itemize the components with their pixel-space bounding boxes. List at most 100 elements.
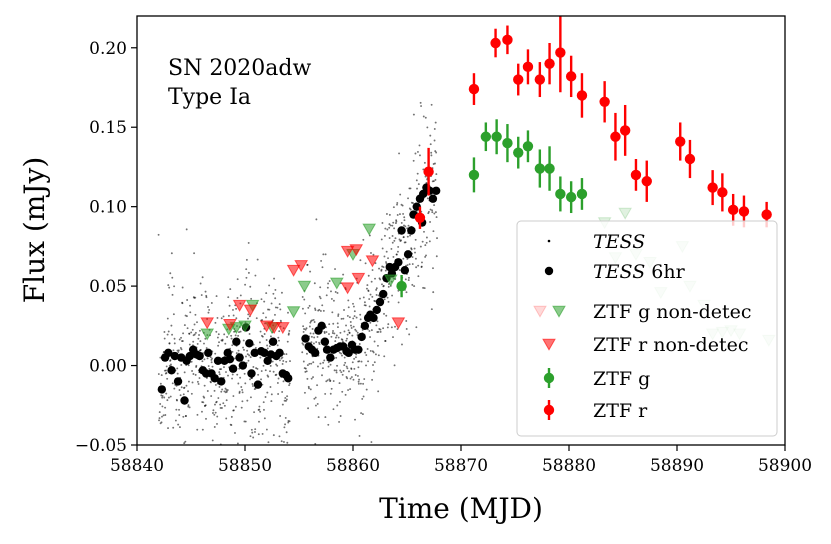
tess-point [308,304,311,307]
x-tick-label: 58850 [218,456,272,476]
tess-point [363,378,366,380]
tess-point [398,269,401,272]
tess-point [274,306,277,309]
tess-point [341,354,343,357]
tess-point [337,315,340,317]
ztf-r-point [555,47,566,58]
tess-point [419,245,422,248]
tess-point [203,358,206,361]
tess-point [398,238,401,241]
tess-point [159,356,162,359]
tess-point [417,275,420,278]
tess-6hr-point [400,266,410,275]
tess-point [426,197,429,200]
tess-point [409,234,412,237]
tess-point [343,330,346,333]
tess-point [310,377,313,380]
tess-point [157,233,160,236]
tess-6hr-point [403,250,413,259]
tess-point [346,314,349,317]
ztf-g-point [565,191,577,203]
tess-point [309,388,312,391]
legend-marker-tess [547,239,551,243]
ztf-r-point [599,96,610,108]
tess-point [315,218,318,221]
tess-point [336,292,339,294]
tess-point [236,297,239,299]
tess-point [215,400,218,403]
tess-point [352,317,355,320]
tess-point [227,296,230,299]
ztf-r-nondetec-point [286,264,301,277]
tess-point [407,279,410,282]
tess-point [263,408,265,411]
tess-point [278,339,280,342]
tess-6hr-point [167,366,176,375]
tess-point [276,451,278,453]
tess-point [263,333,266,335]
tess-point [183,324,186,327]
tess-6hr-point [195,351,204,361]
tess-point [337,313,340,316]
tess-point [306,263,309,266]
tess-point [277,377,280,380]
tess-point [262,312,265,315]
tess-point [301,296,304,298]
tess-6hr-point [228,364,238,373]
ztf-r-point [565,71,577,82]
tess-point [357,382,360,385]
tess-point [327,365,330,368]
tess-point [346,333,349,336]
tess-6hr-point [235,353,244,362]
tess-point [392,206,395,209]
tess-point [236,373,239,376]
tess-point [355,353,358,356]
tess-point [364,351,367,354]
tess-point [348,332,351,334]
tess-point [391,224,394,227]
tess-point [399,213,401,216]
tess-point [407,224,410,227]
tess-point [401,204,404,207]
tess-point [246,349,249,352]
ztf-r-point [707,182,718,193]
tess-point [345,337,348,340]
tess-point [286,395,289,398]
tess-point [232,395,235,397]
tess-point [247,241,250,244]
tess-point [327,282,330,285]
tess-point [332,408,335,411]
tess-point [225,371,227,373]
tess-point [210,302,213,304]
tess-6hr-point [379,289,388,299]
tess-point [307,407,310,410]
tess-point [321,367,324,370]
tess-point [366,284,369,287]
tess-point [161,396,164,399]
tess-point [223,404,226,407]
ztf-r-nondetec-point [391,317,406,330]
tess-point [341,340,344,343]
tess-point [231,350,234,353]
tess-point [225,417,228,420]
tess-point [244,382,247,385]
tess-point [354,374,357,376]
tess-point [256,258,259,261]
tess-point [185,315,188,318]
tess-point [374,277,376,280]
tess-point [196,413,199,416]
tess-point [160,374,163,377]
tess-point [269,386,272,388]
tess-point [191,370,194,372]
tess-point [246,399,249,402]
tess-point [379,330,382,333]
tess-point [168,286,171,289]
tess-point [383,234,386,237]
tess-point [328,323,331,326]
tess-point [434,211,437,214]
tess-point [344,509,346,511]
tess-point [419,154,421,157]
tess-point [176,367,179,370]
x-tick-label: 58880 [542,456,596,476]
tess-point [245,276,248,279]
